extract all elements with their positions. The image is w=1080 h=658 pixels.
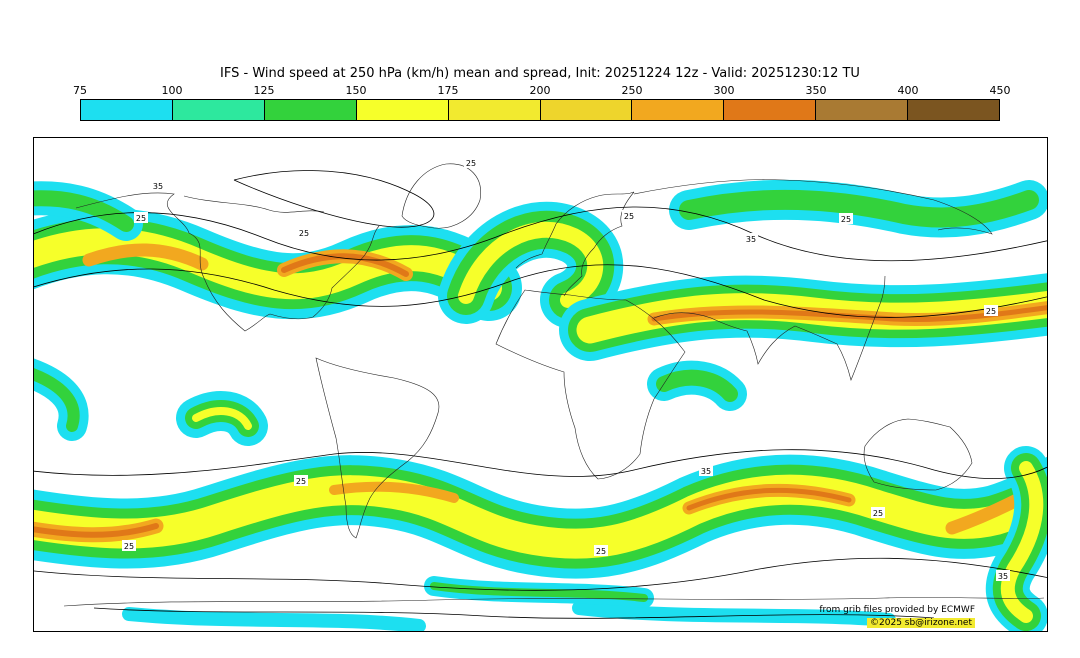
contour-label: 35 xyxy=(699,465,713,476)
colorbar-legend: 75 100 125 150 175 200 250 300 350 400 450 xyxy=(73,84,1011,124)
contour-label: 35 xyxy=(744,233,758,244)
colorbar-segment xyxy=(448,100,541,120)
colorbar-tick-label: 450 xyxy=(989,84,1011,97)
colorbar-tick-label: 200 xyxy=(529,84,551,97)
colorbar-tick-label: 175 xyxy=(437,84,459,97)
credit-source-text: from grib files provided by ECMWF xyxy=(819,605,975,615)
contour-label: 25 xyxy=(984,305,998,316)
contour-label: 25 xyxy=(294,475,308,486)
colorbar-segment xyxy=(908,100,1000,120)
svg-text:35: 35 xyxy=(701,467,711,476)
contour-label: 25 xyxy=(122,540,136,551)
colorbar-segment xyxy=(172,100,265,120)
colorbar-tick-label: 150 xyxy=(345,84,367,97)
contour-label: 25 xyxy=(622,210,636,221)
colorbar-segment xyxy=(81,100,173,120)
colorbar-segment xyxy=(632,100,725,120)
colorbar-tick-label: 350 xyxy=(805,84,827,97)
contour-label: 25 xyxy=(464,157,478,168)
colorbar-segment xyxy=(264,100,357,120)
credit-copyright-text: ©2025 sb@irizone.net xyxy=(867,618,975,628)
svg-text:25: 25 xyxy=(296,477,306,486)
contour-label: 25 xyxy=(839,213,853,224)
world-wind-map-svg: 25 35 25 25 25 35 25 25 25 25 25 35 25 35 xyxy=(34,157,1047,631)
contour-label: 25 xyxy=(594,545,608,556)
colorbar-tick-label: 300 xyxy=(713,84,735,97)
colorbar-segment xyxy=(356,100,449,120)
svg-text:35: 35 xyxy=(153,182,163,191)
svg-text:25: 25 xyxy=(136,214,146,223)
contour-label: 35 xyxy=(996,570,1010,581)
svg-text:25: 25 xyxy=(596,547,606,556)
svg-text:25: 25 xyxy=(873,509,883,518)
colorbar-tick-label: 125 xyxy=(253,84,275,97)
map-frame: 25 35 25 25 25 35 25 25 25 25 25 35 25 35 from grib f… xyxy=(33,137,1048,632)
svg-text:25: 25 xyxy=(624,212,634,221)
colorbar-segment xyxy=(724,100,817,120)
svg-text:25: 25 xyxy=(986,307,996,316)
colorbar-tick-label: 75 xyxy=(73,84,87,97)
svg-text:25: 25 xyxy=(299,229,309,238)
colorbar-bar xyxy=(80,99,1000,121)
colorbar-tick-label: 400 xyxy=(897,84,919,97)
colorbar-tick-label: 100 xyxy=(161,84,183,97)
contour-label: 25 xyxy=(134,212,148,223)
colorbar-tick-label: 250 xyxy=(621,84,643,97)
colorbar-segment xyxy=(816,100,909,120)
chart-title: IFS - Wind speed at 250 hPa (km/h) mean … xyxy=(220,66,860,81)
svg-text:25: 25 xyxy=(841,215,851,224)
colorbar-segment xyxy=(540,100,633,120)
colorbar-tick-row: 75 100 125 150 175 200 250 300 350 400 450 xyxy=(73,84,1011,98)
contour-label: 25 xyxy=(871,507,885,518)
svg-text:35: 35 xyxy=(998,572,1008,581)
svg-text:35: 35 xyxy=(746,235,756,244)
contour-label: 25 xyxy=(297,227,311,238)
svg-text:25: 25 xyxy=(466,159,476,168)
contour-label: 35 xyxy=(151,180,165,191)
svg-text:25: 25 xyxy=(124,542,134,551)
